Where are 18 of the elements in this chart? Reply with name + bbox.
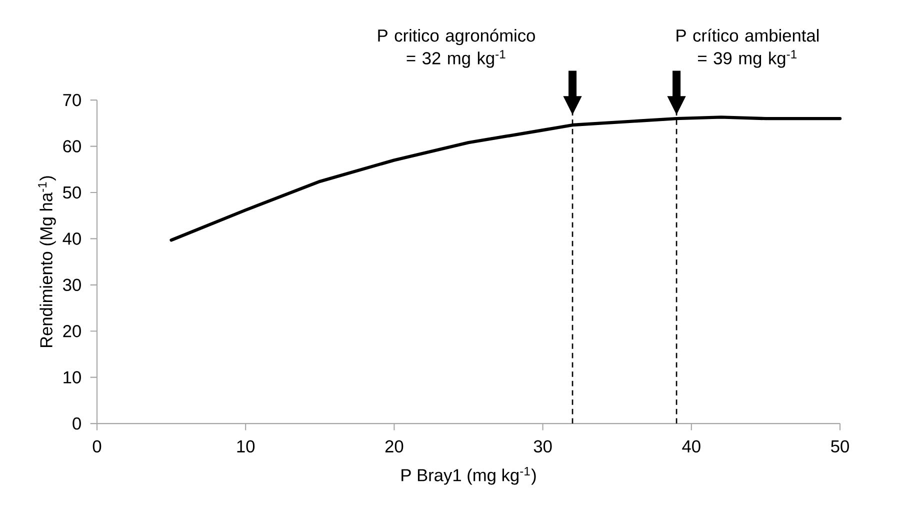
y-tick-label: 0 — [72, 417, 81, 430]
y-axis-title: Rendimiento (Mg ha$^{-1}$) — [38, 176, 56, 348]
ref-line-label: P crítico ambiental = 39 mg kg$^{-1}$ — [676, 28, 819, 68]
x-tick-label: 20 — [385, 440, 404, 453]
y-tick-label: 50 — [63, 186, 81, 199]
x-tick-label: 30 — [534, 440, 552, 453]
ref-line-label: P critico agronómico = 32 mg kg$^{-1}$ — [378, 28, 535, 68]
x-tick-label: 0 — [92, 440, 102, 453]
y-tick-label: 10 — [64, 371, 81, 384]
y-tick-label: 20 — [63, 324, 81, 338]
y-tick-label: 60 — [63, 140, 81, 152]
x-tick-label: 10 — [237, 440, 255, 453]
x-axis-title: P Bray1 (mg kg$^{-1}$) — [402, 467, 536, 485]
y-tick-label: 70 — [63, 94, 81, 106]
x-tick-label: 50 — [831, 440, 849, 453]
y-tick-label: 40 — [62, 232, 81, 245]
x-tick-label: 40 — [682, 440, 700, 453]
y-tick-label: 30 — [63, 278, 81, 292]
